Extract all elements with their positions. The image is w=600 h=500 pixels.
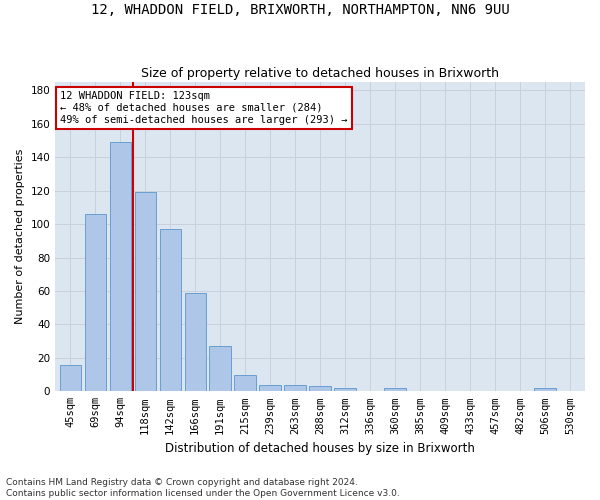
Text: 12, WHADDON FIELD, BRIXWORTH, NORTHAMPTON, NN6 9UU: 12, WHADDON FIELD, BRIXWORTH, NORTHAMPTO… — [91, 2, 509, 16]
Title: Size of property relative to detached houses in Brixworth: Size of property relative to detached ho… — [141, 66, 499, 80]
Bar — [259, 384, 281, 392]
Bar — [85, 214, 106, 392]
X-axis label: Distribution of detached houses by size in Brixworth: Distribution of detached houses by size … — [165, 442, 475, 455]
Text: 12 WHADDON FIELD: 123sqm
← 48% of detached houses are smaller (284)
49% of semi-: 12 WHADDON FIELD: 123sqm ← 48% of detach… — [61, 92, 348, 124]
Bar — [535, 388, 556, 392]
Bar — [310, 386, 331, 392]
Bar — [59, 364, 81, 392]
Bar — [385, 388, 406, 392]
Bar — [334, 388, 356, 392]
Bar — [209, 346, 231, 392]
Bar — [235, 374, 256, 392]
Bar — [110, 142, 131, 392]
Text: Contains HM Land Registry data © Crown copyright and database right 2024.
Contai: Contains HM Land Registry data © Crown c… — [6, 478, 400, 498]
Bar — [185, 292, 206, 392]
Y-axis label: Number of detached properties: Number of detached properties — [15, 149, 25, 324]
Bar — [284, 384, 306, 392]
Bar — [160, 229, 181, 392]
Bar — [134, 192, 156, 392]
